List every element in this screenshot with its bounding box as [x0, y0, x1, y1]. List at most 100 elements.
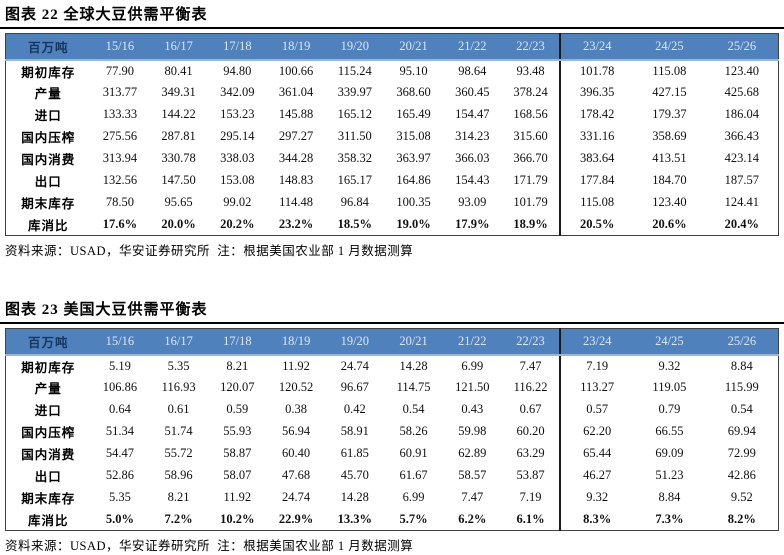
us-soybean-balance-table: 百万吨 15/16 16/17 17/18 18/19 19/20 20/21 21/22 22…	[5, 328, 779, 531]
table-cell: 52.86	[105, 468, 134, 482]
table-cell: 124.41	[724, 195, 760, 209]
table-row: 出口 132.56 147.50 153.08 148.83 165.17 164.86 15…	[6, 169, 779, 192]
table-cell: 165.12	[337, 107, 372, 121]
table-cell: 148.83	[278, 173, 314, 187]
table-cell: 6.99	[402, 490, 425, 504]
table-cell: 100.35	[396, 195, 431, 209]
table-cell: 6.1%	[516, 511, 545, 526]
table-cell: 383.64	[559, 147, 634, 170]
column-header: 21/22	[442, 33, 502, 61]
table-cell: 115.99	[724, 380, 759, 394]
figure-22-global-soybean-balance: 图表 22 全球大豆供需平衡表 百万吨 15/16 16/17 17/18 18/19 1…	[0, 1, 784, 259]
table-cell: 349.31	[161, 85, 196, 99]
table-cell: 24.74	[340, 358, 369, 373]
table-cell: 46.27	[559, 464, 634, 487]
table-cell: 8.21	[167, 490, 190, 504]
table-cell: 114.75	[396, 380, 431, 394]
table-cell: 287.81	[161, 129, 196, 143]
table-cell: 5.19	[108, 358, 131, 373]
column-header: 22/23	[501, 33, 561, 61]
table-cell: 0.67	[519, 402, 542, 416]
row-label: 期初库存	[21, 360, 76, 375]
table-row: 库消比 5.0% 7.2% 10.2% 22.9% 13.3% 5.7% 6.2% 6.1% 8.…	[6, 508, 779, 531]
table-cell: 295.14	[220, 129, 255, 143]
table-cell: 179.37	[652, 107, 687, 121]
table-cell: 58.26	[399, 424, 428, 438]
table-cell: 187.57	[724, 173, 760, 187]
table-cell: 6.2%	[458, 511, 487, 526]
table-cell: 59.98	[458, 424, 487, 438]
table-row: 国内消费 313.94 330.78 338.03 344.28 358.32 363.97…	[6, 147, 779, 170]
table-cell: 14.28	[340, 490, 369, 504]
table-cell: 11.92	[223, 490, 252, 504]
title-rule	[0, 27, 784, 29]
table-cell: 51.34	[105, 424, 134, 438]
table-cell: 58.87	[223, 446, 252, 460]
table-cell: 101.78	[559, 59, 634, 82]
table-cell: 78.50	[105, 195, 134, 209]
row-label: 国内消费	[21, 153, 76, 167]
table-cell: 368.60	[396, 85, 431, 99]
table-cell: 99.02	[223, 195, 252, 209]
table-cell: 297.27	[278, 129, 314, 143]
table-cell: 7.47	[461, 490, 484, 504]
table-cell: 98.64	[458, 63, 487, 78]
table-cell: 106.86	[102, 380, 138, 394]
table-cell: 65.44	[559, 442, 634, 465]
table-cell: 115.08	[559, 191, 634, 214]
table-cell: 344.28	[278, 151, 314, 165]
table-cell: 123.40	[652, 195, 687, 209]
table-row: 期末库存 78.50 95.65 99.02 114.48 96.84 100.35 93.0…	[6, 191, 779, 214]
table-cell: 93.48	[516, 63, 545, 78]
table-cell: 186.04	[724, 107, 760, 121]
row-label: 出口	[34, 470, 62, 484]
table-cell: 20.0%	[161, 216, 196, 231]
table-cell: 314.23	[455, 129, 490, 143]
table-row: 库消比 17.6% 20.0% 20.2% 23.2% 18.5% 19.0% 17.9% 18…	[6, 213, 779, 236]
table-cell: 121.50	[455, 380, 490, 394]
table-cell: 11.92	[282, 358, 310, 373]
column-header: 18/19	[266, 33, 326, 61]
table-cell: 45.70	[340, 468, 369, 482]
table-cell: 53.87	[516, 468, 545, 482]
table-cell: 17.9%	[455, 216, 490, 231]
unit-header: 百万吨	[5, 33, 91, 61]
table-cell: 58.96	[164, 468, 193, 482]
table-cell: 338.03	[220, 151, 255, 165]
table-cell: 63.29	[516, 446, 545, 460]
table-cell: 315.60	[513, 129, 548, 143]
table-cell: 51.23	[655, 468, 684, 482]
table-cell: 62.20	[559, 420, 634, 443]
column-header: 19/20	[325, 328, 385, 356]
table-cell: 58.07	[223, 468, 252, 482]
column-header: 20/21	[384, 33, 443, 61]
column-header: 16/17	[149, 328, 208, 356]
table-cell: 120.52	[278, 380, 314, 394]
table-cell: 9.52	[730, 490, 753, 504]
table-cell: 19.0%	[396, 216, 431, 231]
table-cell: 116.93	[161, 380, 196, 394]
table-cell: 7.19	[559, 354, 634, 377]
table-row: 产量 106.86 116.93 120.07 120.52 96.67 114.75 121…	[6, 376, 779, 399]
column-header: 20/21	[384, 328, 443, 356]
table-wrap: 百万吨 15/16 16/17 17/18 18/19 19/20 20/21 21/22 22…	[5, 33, 779, 236]
table-cell: 51.74	[164, 424, 193, 438]
table-cell: 396.35	[559, 81, 634, 104]
table-cell: 423.14	[724, 151, 760, 165]
table-cell: 54.47	[105, 446, 134, 460]
table-cell: 7.47	[519, 358, 542, 373]
table-cell: 7.3%	[655, 511, 684, 526]
table-cell: 360.45	[455, 85, 490, 99]
row-label: 产量	[34, 87, 62, 101]
column-header: 15/16	[90, 328, 150, 356]
table-cell: 55.72	[164, 446, 193, 460]
table-cell: 153.23	[220, 107, 255, 121]
table-cell: 93.09	[458, 195, 487, 209]
table-cell: 366.03	[455, 151, 490, 165]
source-note: 资料来源：USAD，华安证券研究所 注：根据美国农业部 1 月数据测算	[5, 539, 414, 553]
table-cell: 94.80	[223, 63, 252, 78]
table-cell: 60.91	[399, 446, 428, 460]
table-wrap: 百万吨 15/16 16/17 17/18 18/19 19/20 20/21 21/22 22…	[5, 328, 779, 531]
table-row: 期初库存 5.19 5.35 8.21 11.92 24.74 14.28 6.99 7.47 7…	[6, 354, 779, 377]
